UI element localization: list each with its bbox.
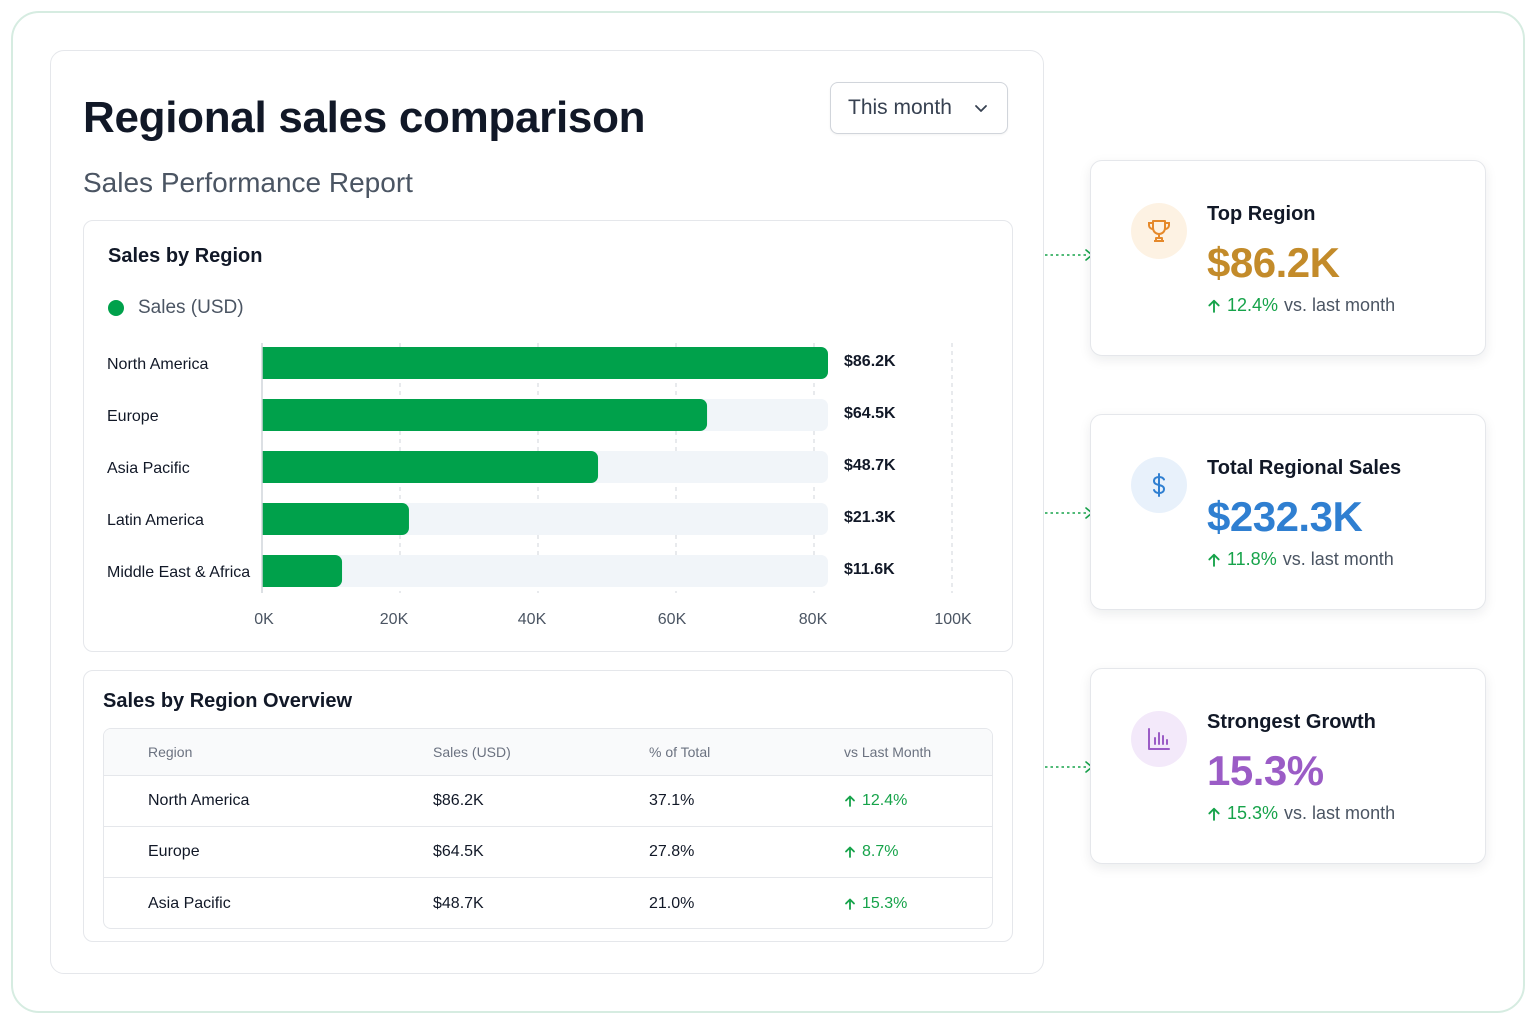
share-cell: 37.1% <box>649 792 695 809</box>
kpi-change: 11.8% vs. last month <box>1207 549 1394 570</box>
x-tick-label: 20K <box>380 611 409 628</box>
x-tick-label: 40K <box>518 611 547 628</box>
category-label: North America <box>107 356 208 373</box>
legend-label: Sales (USD) <box>138 297 244 318</box>
arrow-up-icon <box>845 898 855 910</box>
table-panel: Sales by Region Overview Region Sales (U… <box>83 670 1013 942</box>
kpi-label: Top Region <box>1207 203 1316 225</box>
bar <box>262 347 828 379</box>
change-value: 8.7% <box>862 843 899 860</box>
page-subtitle: Sales Performance Report <box>83 167 413 198</box>
share-cell: 27.8% <box>649 843 695 860</box>
connector-arrow <box>1045 249 1093 261</box>
arrow-up-icon <box>1208 299 1220 313</box>
main-card: Regional sales comparison Sales Performa… <box>50 50 1044 974</box>
sales-cell: $86.2K <box>433 792 484 809</box>
arrow-up-icon <box>845 846 855 858</box>
kpi-change-value: 15.3% <box>1227 803 1279 823</box>
bar-chart: North America $86.2K Europe $64.5K Asia Paci… <box>107 343 972 628</box>
category-label: Middle East & Africa <box>107 564 250 581</box>
kpi-label: Strongest Growth <box>1207 711 1376 733</box>
arrow-up-icon <box>1208 807 1220 821</box>
column-header-share: % of Total <box>649 744 711 760</box>
column-header-sales: Sales (USD) <box>433 744 511 760</box>
table-row: Europe $64.5K 27.8% 8.7% <box>104 827 992 878</box>
x-tick-label: 0K <box>254 611 274 628</box>
bar-square-edge <box>262 451 270 483</box>
arrow-up-icon <box>845 795 855 807</box>
region-cell: Asia Pacific <box>148 894 231 912</box>
x-tick-label: 100K <box>934 611 972 628</box>
table-row: North America $86.2K 37.1% 12.4% <box>104 776 992 827</box>
region-cell: North America <box>148 792 250 809</box>
kpi-change-value: 11.8% <box>1227 549 1277 569</box>
kpi-label: Total Regional Sales <box>1207 457 1402 479</box>
bar <box>262 555 343 587</box>
share-cell: 21.0% <box>649 894 695 912</box>
sales-cell: $48.7K <box>433 894 484 912</box>
bar <box>262 451 599 483</box>
kpi-value: $86.2K <box>1207 239 1340 286</box>
bar-square-edge <box>262 503 270 535</box>
column-header-change: vs Last Month <box>844 744 932 760</box>
data-label: $86.2K <box>844 353 896 370</box>
region-table: Region Sales (USD) % of Total vs Last Mo… <box>103 728 993 929</box>
data-label: $11.6K <box>844 561 895 578</box>
data-label: $21.3K <box>844 509 896 526</box>
bar <box>262 503 409 535</box>
kpi-change-value: 12.4% <box>1227 295 1279 315</box>
column-header-region: Region <box>148 744 193 760</box>
connector-arrow <box>1045 507 1093 519</box>
data-label: $48.7K <box>844 457 896 474</box>
connector-arrow <box>1045 761 1093 773</box>
category-label: Europe <box>107 408 159 425</box>
x-tick-label: 60K <box>658 611 687 628</box>
chevron-down-icon <box>975 105 987 112</box>
category-label: Latin America <box>107 512 204 529</box>
change-cell: 12.4% <box>844 776 907 826</box>
legend-swatch <box>108 300 124 316</box>
kpi-icon-badge <box>1131 203 1187 259</box>
kpi-value: 15.3% <box>1207 747 1324 794</box>
x-tick-label: 80K <box>799 611 828 628</box>
change-cell: 15.3% <box>844 878 908 928</box>
kpi-icon-badge <box>1131 711 1187 767</box>
bar <box>262 399 708 431</box>
table-title: Sales by Region Overview <box>103 690 352 712</box>
category-label: Asia Pacific <box>107 460 190 477</box>
table-header: Region Sales (USD) % of Total vs Last Mo… <box>104 729 992 776</box>
data-label: $64.5K <box>844 405 896 422</box>
period-select-value: This month <box>848 96 952 119</box>
table-row: Asia Pacific $48.7K 21.0% 15.3% <box>104 878 992 928</box>
trophy-icon <box>1147 220 1171 242</box>
bar-square-edge <box>262 555 270 587</box>
kpi-change-suffix: vs. last month <box>1282 549 1394 569</box>
kpi-icon-badge <box>1131 457 1187 513</box>
kpi-change: 12.4% vs. last month <box>1207 295 1395 316</box>
kpi-card-strongest-growth: Strongest Growth 15.3% 15.3% vs. last mo… <box>1090 668 1486 864</box>
chart-legend: Sales (USD) <box>108 297 244 319</box>
kpi-card-total-sales: Total Regional Sales $232.3K 11.8% vs. l… <box>1090 414 1486 610</box>
page-title: Regional sales comparison <box>83 93 646 142</box>
sales-cell: $64.5K <box>433 843 484 860</box>
bar-square-edge <box>262 347 270 379</box>
change-value: 12.4% <box>862 792 908 809</box>
kpi-change: 15.3% vs. last month <box>1207 803 1395 824</box>
kpi-card-top-region: Top Region $86.2K 12.4% vs. last month <box>1090 160 1486 356</box>
change-value: 15.3% <box>862 894 908 912</box>
period-select[interactable]: This month <box>830 82 1008 134</box>
bar-chart-icon <box>1148 728 1170 750</box>
chart-title: Sales by Region <box>108 245 263 267</box>
kpi-value: $232.3K <box>1207 493 1363 540</box>
bar-track <box>262 555 828 587</box>
region-cell: Europe <box>148 843 200 860</box>
kpi-change-suffix: vs. last month <box>1284 295 1396 315</box>
arrow-up-icon <box>1208 553 1220 567</box>
chart-panel: Sales by Region Sales (USD) North Americ… <box>83 220 1013 652</box>
kpi-change-suffix: vs. last month <box>1284 803 1396 823</box>
change-cell: 8.7% <box>844 827 898 877</box>
dollar-icon <box>1152 473 1166 497</box>
bar-square-edge <box>262 399 270 431</box>
